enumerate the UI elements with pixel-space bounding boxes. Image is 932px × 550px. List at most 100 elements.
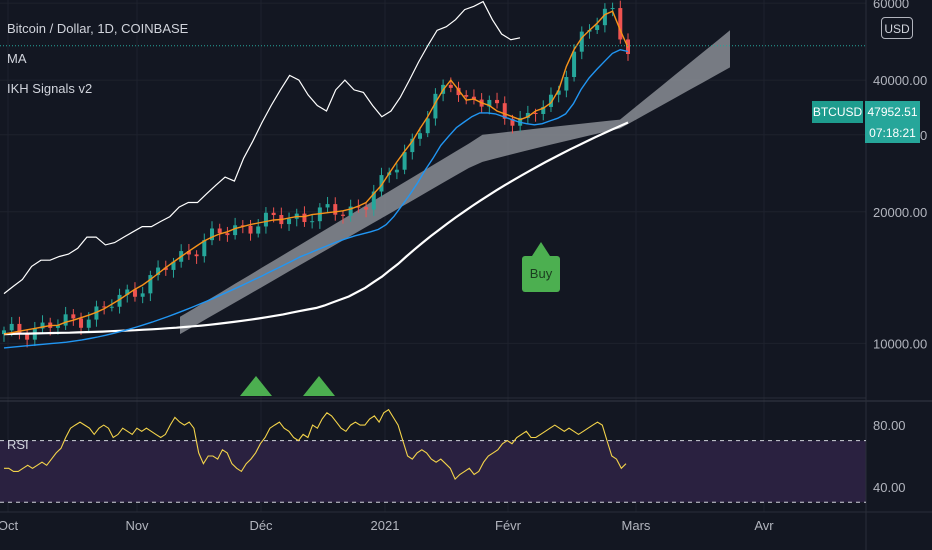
candle-body bbox=[348, 206, 353, 216]
candle-body bbox=[256, 226, 261, 234]
time-tick-label: Nov bbox=[125, 518, 149, 533]
candle-body bbox=[487, 99, 492, 107]
candle-body bbox=[140, 293, 145, 297]
candle-body bbox=[287, 218, 292, 225]
candle-body bbox=[394, 169, 399, 173]
candle-body bbox=[425, 118, 430, 134]
candle-body bbox=[510, 118, 515, 126]
candle-body bbox=[579, 31, 584, 52]
rsi-line bbox=[4, 408, 627, 481]
candle-body bbox=[533, 112, 538, 114]
candle-body bbox=[79, 318, 84, 328]
symbol-title[interactable]: Bitcoin / Dollar, 1D, COINBASE bbox=[7, 21, 189, 36]
candle-body bbox=[495, 99, 500, 104]
cloud-area bbox=[180, 30, 730, 335]
candle-body bbox=[548, 94, 553, 107]
buy-signals bbox=[240, 242, 550, 396]
candle-body bbox=[325, 204, 330, 208]
candle-body bbox=[525, 112, 530, 118]
buy-signal-marker bbox=[303, 376, 335, 396]
rsi-band bbox=[0, 440, 866, 503]
indicator-ikh[interactable]: IKH Signals v2 bbox=[7, 81, 93, 96]
candle-body bbox=[595, 25, 600, 31]
candle-body bbox=[217, 228, 222, 234]
candle-body bbox=[418, 133, 422, 139]
time-tick-label: Oct bbox=[0, 518, 18, 533]
candle-body bbox=[356, 206, 361, 208]
candle-body bbox=[148, 275, 153, 294]
candle-body bbox=[618, 8, 623, 40]
candle-body bbox=[248, 225, 253, 234]
candle-body bbox=[302, 213, 307, 223]
candle-body bbox=[71, 314, 76, 319]
price-tick-label: 20000.00 bbox=[873, 205, 927, 220]
candle-body bbox=[456, 87, 461, 96]
time-tick-label: Févr bbox=[495, 518, 522, 533]
indicator-ma[interactable]: MA bbox=[7, 51, 27, 66]
candle-body bbox=[163, 267, 168, 270]
candle-body bbox=[225, 233, 230, 236]
rsi-title[interactable]: RSI bbox=[7, 437, 29, 452]
candle-body bbox=[25, 333, 30, 340]
lagging-line bbox=[3, 0, 521, 295]
candle-body bbox=[448, 84, 453, 88]
candle-body bbox=[410, 138, 415, 153]
ma-slow-line bbox=[3, 48, 629, 349]
candle-body bbox=[202, 240, 207, 257]
price-badge-countdown: 07:18:21 bbox=[865, 123, 920, 143]
candle-body bbox=[310, 221, 315, 223]
price-badge-price: 47952.51 bbox=[865, 101, 920, 123]
candle-body bbox=[17, 323, 22, 334]
candle-body bbox=[471, 96, 476, 100]
candle-body bbox=[263, 212, 268, 227]
candlestick-series bbox=[2, 0, 630, 348]
grid-lines bbox=[0, 0, 866, 512]
currency-button[interactable]: USD bbox=[881, 17, 913, 39]
candle-body bbox=[364, 207, 369, 210]
candle-body bbox=[117, 294, 122, 307]
time-tick-label: Avr bbox=[754, 518, 774, 533]
candle-body bbox=[240, 225, 245, 227]
rsi-axis-labels[interactable]: 40.00 80.00 bbox=[873, 418, 906, 495]
candle-body bbox=[572, 51, 577, 77]
time-tick-label: Déc bbox=[249, 518, 273, 533]
buy-signal-arrow bbox=[532, 242, 550, 256]
price-badge: BTCUSD 47952.51 07:18:21 bbox=[812, 101, 920, 145]
ichimoku-cloud bbox=[180, 30, 730, 335]
candle-body bbox=[156, 267, 161, 276]
candle-body bbox=[9, 323, 14, 331]
time-tick-label: Mars bbox=[622, 518, 651, 533]
candle-body bbox=[433, 93, 438, 119]
candle-body bbox=[186, 251, 191, 255]
buy-signal-label: Buy bbox=[522, 256, 560, 292]
price-tick-label: 60000 bbox=[873, 0, 909, 11]
ma-fast-line bbox=[3, 10, 629, 335]
candle-body bbox=[125, 289, 130, 295]
candle-body bbox=[109, 306, 114, 308]
time-tick-label: 2021 bbox=[371, 518, 400, 533]
candle-body bbox=[379, 175, 384, 192]
candle-body bbox=[371, 191, 376, 210]
candle-body bbox=[2, 330, 6, 335]
time-axis-labels[interactable]: Oct Nov Déc 2021 Févr Mars Avr bbox=[0, 518, 774, 533]
candle-body bbox=[210, 228, 214, 241]
candle-body bbox=[602, 8, 607, 26]
candle-body bbox=[132, 289, 137, 297]
candle-body bbox=[333, 204, 338, 215]
candle-body bbox=[40, 322, 45, 329]
rsi-tick-label: 80.00 bbox=[873, 418, 906, 433]
price-tick-label: 10000.00 bbox=[873, 336, 927, 351]
candle-body bbox=[340, 214, 345, 216]
candle-body bbox=[502, 103, 507, 119]
candle-body bbox=[171, 261, 176, 270]
candle-body bbox=[610, 8, 615, 10]
candle-body bbox=[102, 306, 107, 308]
candle-body bbox=[541, 106, 546, 114]
candle-body bbox=[402, 152, 407, 170]
candle-body bbox=[556, 90, 561, 95]
candle-body bbox=[271, 212, 276, 216]
price-tick-label: 40000.00 bbox=[873, 73, 927, 88]
candle-body bbox=[233, 225, 238, 236]
